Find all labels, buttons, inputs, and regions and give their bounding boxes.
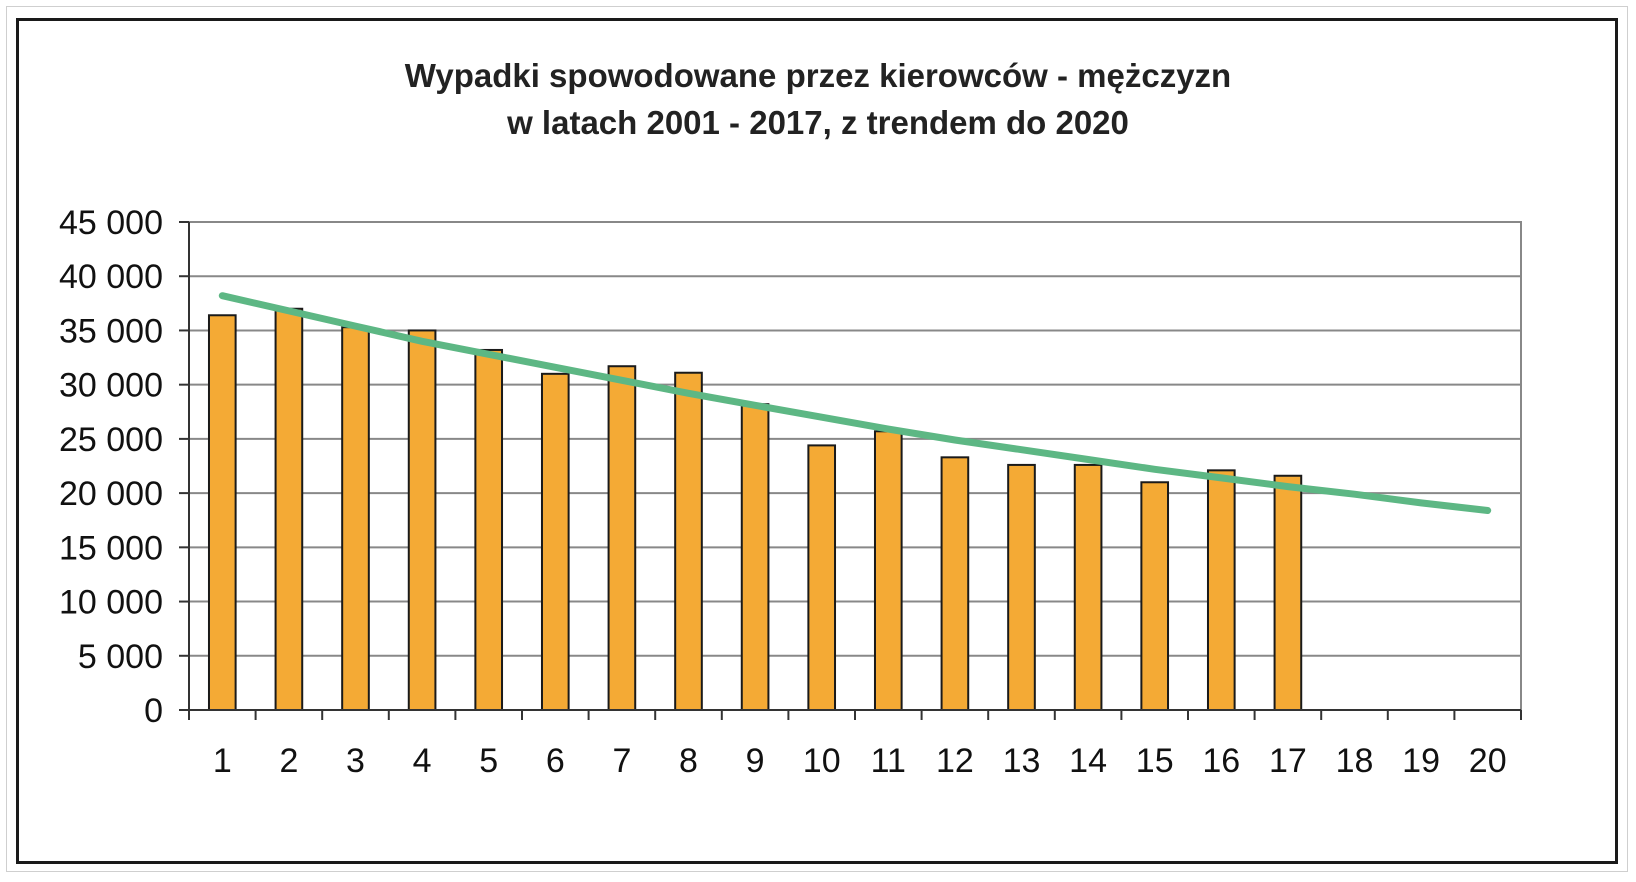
x-tick-label: 10 [803, 742, 841, 780]
x-tick-label: 18 [1336, 742, 1374, 780]
x-tick-label: 4 [413, 742, 432, 780]
x-tick-label: 17 [1269, 742, 1307, 780]
bar [1007, 463, 1036, 711]
x-tick-label: 1 [213, 742, 232, 780]
bar [207, 314, 237, 711]
bar [740, 403, 770, 711]
x-tick-label: 13 [1003, 742, 1041, 780]
x-tick-label: 3 [346, 742, 365, 780]
bar [807, 444, 837, 711]
x-tick-label: 8 [679, 742, 698, 780]
bar [873, 430, 903, 711]
bar [341, 326, 370, 711]
x-tick-label: 14 [1069, 742, 1107, 780]
x-tick-label: 20 [1469, 742, 1507, 780]
bar [940, 456, 970, 711]
bar [674, 371, 703, 711]
x-tick-label: 6 [546, 742, 565, 780]
x-tick-label: 16 [1202, 742, 1240, 780]
bar [1140, 481, 1170, 711]
x-tick-label: 15 [1136, 742, 1174, 780]
bar [274, 307, 304, 711]
x-tick-label: 2 [279, 742, 298, 780]
y-tick-label: 15 000 [59, 529, 163, 567]
chart-title: Wypadki spowodowane przez kierowców - mę… [404, 57, 1232, 94]
bar [1273, 474, 1303, 712]
y-tick-label: 40 000 [59, 258, 163, 296]
bar [407, 329, 437, 711]
chart-title-block: Wypadki spowodowane przez kierowców - mę… [0, 52, 1636, 146]
bar [607, 365, 637, 711]
y-tick-label: 25 000 [59, 421, 163, 459]
x-tick-label: 7 [612, 742, 631, 780]
y-tick-label: 30 000 [59, 367, 163, 405]
bar [540, 372, 570, 711]
trend-line [218, 292, 1492, 514]
x-tick-label: 19 [1402, 742, 1440, 780]
outer-frame [6, 6, 1628, 872]
bar [474, 348, 504, 711]
x-tick-label: 11 [871, 742, 906, 780]
bar [1206, 469, 1236, 711]
x-tick-label: 9 [746, 742, 765, 780]
x-tick-label: 5 [479, 742, 498, 780]
plot-area [188, 221, 1522, 711]
x-tick-label: 12 [936, 742, 974, 780]
chart-subtitle: w latach 2001 - 2017, z trendem do 2020 [507, 104, 1129, 141]
y-tick-label: 35 000 [59, 312, 163, 350]
y-tick-label: 5 000 [78, 638, 163, 676]
y-tick-label: 20 000 [59, 475, 163, 513]
y-tick-label: 10 000 [59, 584, 163, 622]
bar [1073, 463, 1103, 711]
y-tick-label: 0 [144, 692, 163, 730]
y-tick-label: 45 000 [59, 204, 163, 242]
